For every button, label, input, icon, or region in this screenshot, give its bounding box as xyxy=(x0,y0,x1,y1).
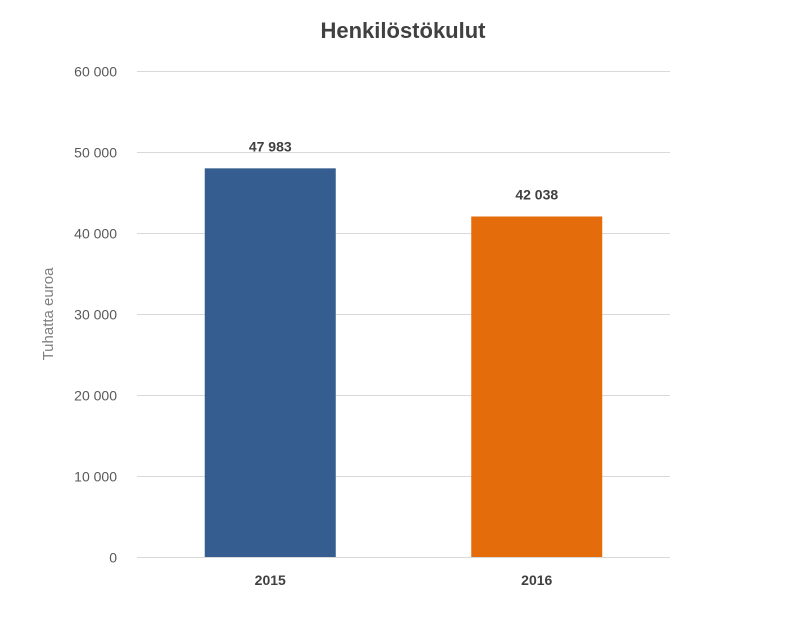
data-label: 47 983 xyxy=(249,138,292,154)
y-tick-label: 20 000 xyxy=(74,388,117,404)
chart-title: Henkilöstökulut xyxy=(320,18,486,43)
bar-2015 xyxy=(204,168,336,557)
y-tick-label: 0 xyxy=(109,550,117,566)
x-axis-ticks: 2015 2016 xyxy=(255,572,553,588)
x-tick-label: 2015 xyxy=(255,572,286,588)
x-tick-label: 2016 xyxy=(521,572,552,588)
bars xyxy=(204,168,603,558)
y-tick-label: 50 000 xyxy=(74,145,117,161)
y-tick-label: 10 000 xyxy=(74,469,117,485)
y-tick-label: 40 000 xyxy=(74,226,117,242)
data-labels: 47 983 42 038 xyxy=(249,138,559,202)
y-axis-ticks: 0 10 000 20 000 30 000 40 000 50 000 60 000 xyxy=(74,64,117,566)
bar-2016 xyxy=(471,216,603,558)
y-axis-label: Tuhatta euroa xyxy=(40,267,57,360)
y-tick-label: 60 000 xyxy=(74,64,117,80)
data-label: 42 038 xyxy=(515,186,558,202)
y-tick-label: 30 000 xyxy=(74,307,117,323)
